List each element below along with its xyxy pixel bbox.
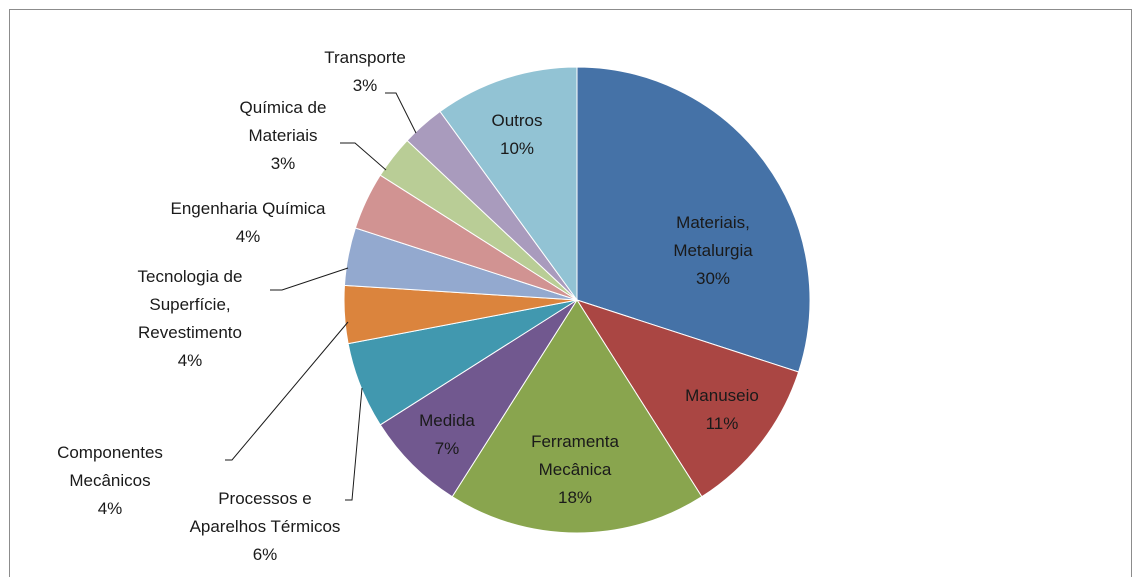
slice-label: Processos e Aparelhos Térmicos xyxy=(190,489,341,536)
pie-slice xyxy=(439,66,578,302)
slice-value-label: 4% xyxy=(236,227,261,246)
slice-value-label: 30% xyxy=(696,269,730,288)
slice-label: Manuseio xyxy=(685,386,759,405)
pie-slice xyxy=(379,299,578,498)
slice-value-label: 7% xyxy=(435,439,460,458)
slice-label: Tecnologia de Superfície, Revestimento xyxy=(138,267,243,342)
leader-line xyxy=(345,387,363,501)
slice-value-label: 10% xyxy=(500,139,534,158)
slice-value-label: 3% xyxy=(271,154,296,173)
leader-line xyxy=(270,267,349,291)
slice-label: Componentes Mecânicos xyxy=(57,443,163,490)
leader-line xyxy=(340,142,387,171)
slice-label: Outros xyxy=(491,111,542,130)
slice-value-label: 3% xyxy=(353,76,378,95)
slice-label: Engenharia Química xyxy=(171,199,327,218)
slice-label: Química de Materiais xyxy=(240,98,327,145)
slice-label: Medida xyxy=(419,411,475,430)
leader-line xyxy=(225,321,349,461)
slice-label: Ferramenta Mecânica xyxy=(531,432,619,479)
slice-value-label: 18% xyxy=(558,488,592,507)
slice-value-label: 4% xyxy=(98,499,123,518)
slice-value-label: 4% xyxy=(178,351,203,370)
slice-value-label: 6% xyxy=(253,545,278,564)
leader-line xyxy=(385,92,417,134)
slice-label: Transporte xyxy=(324,48,406,67)
pie-slice xyxy=(576,66,811,373)
pie-slice xyxy=(575,299,800,498)
slice-label: Materiais, Metalurgia xyxy=(673,213,753,260)
pie-slice xyxy=(451,299,703,534)
slice-value-label: 11% xyxy=(706,414,739,433)
